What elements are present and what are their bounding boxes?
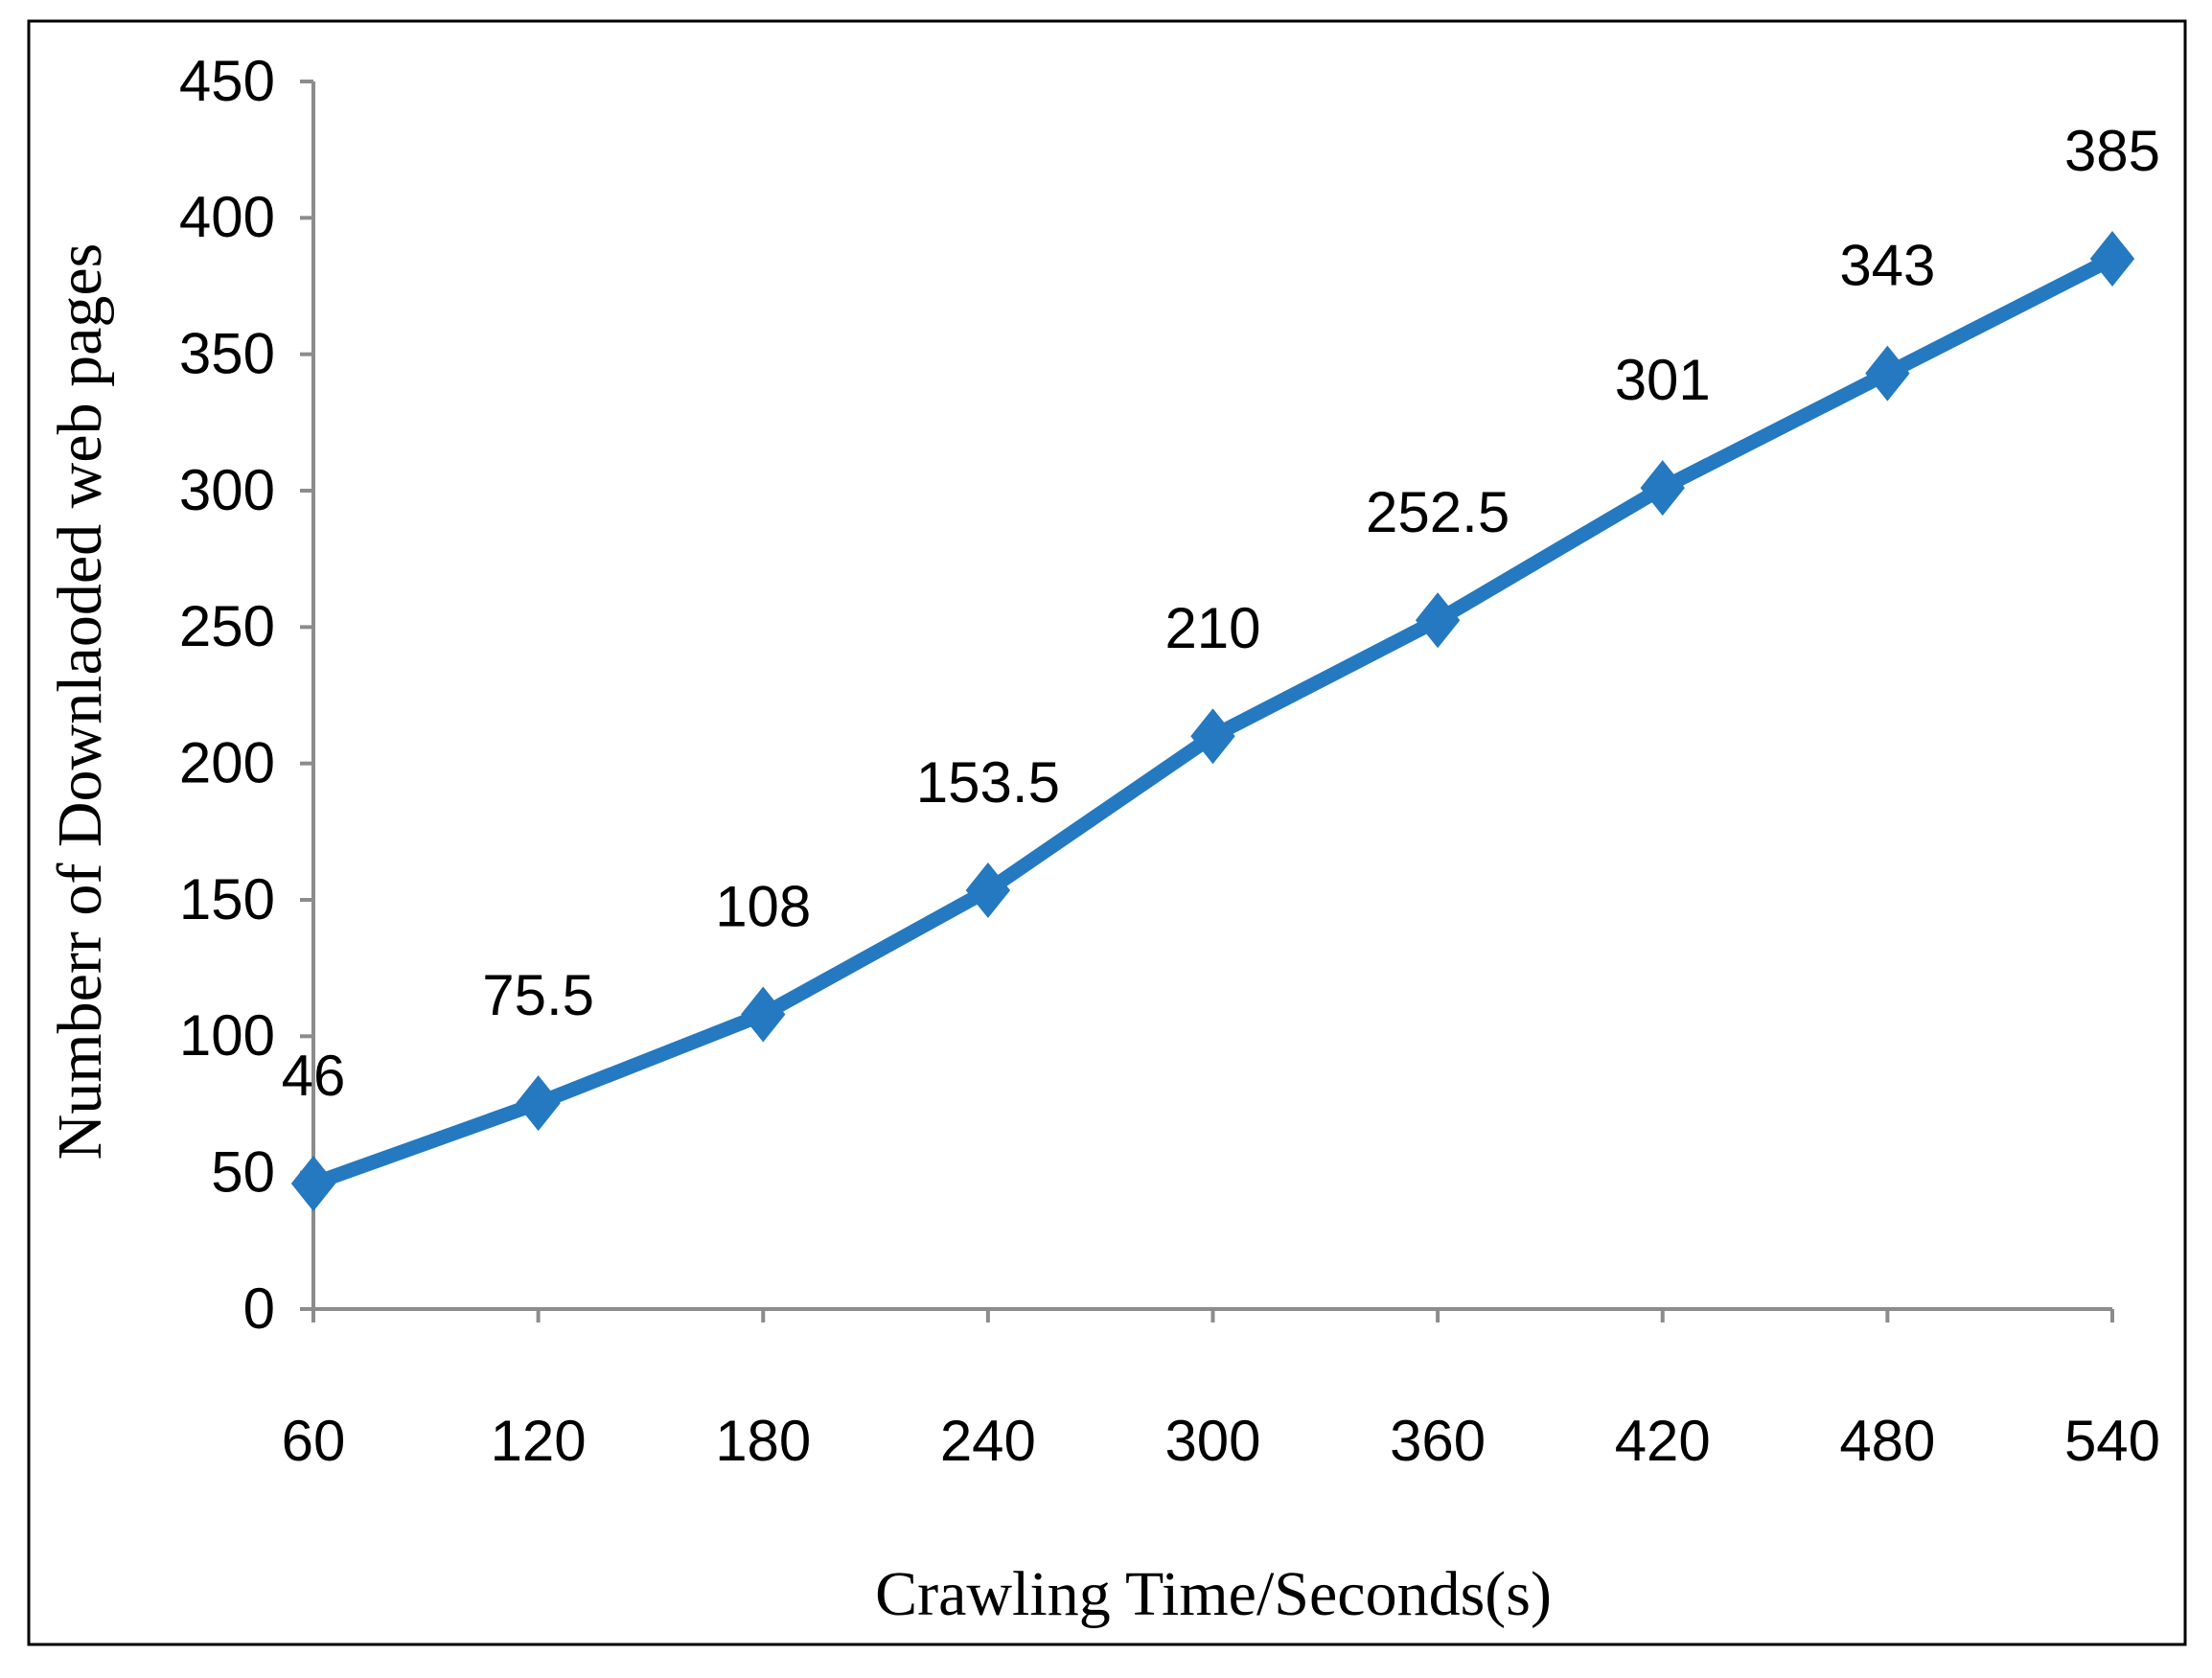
data-label: 343 bbox=[1839, 233, 1935, 297]
data-label: 75.5 bbox=[482, 963, 594, 1027]
x-tick-label: 180 bbox=[715, 1409, 811, 1473]
x-tick-label: 360 bbox=[1390, 1409, 1486, 1473]
x-tick-label: 300 bbox=[1164, 1409, 1260, 1473]
y-tick-label: 350 bbox=[179, 322, 275, 386]
y-tick-label: 250 bbox=[179, 594, 275, 658]
x-tick-label: 540 bbox=[2064, 1409, 2160, 1473]
x-tick-label: 60 bbox=[282, 1409, 346, 1473]
y-tick-label: 450 bbox=[179, 49, 275, 113]
x-tick-label: 420 bbox=[1615, 1409, 1711, 1473]
data-label: 252.5 bbox=[1366, 480, 1509, 544]
y-tick-label: 0 bbox=[243, 1276, 275, 1341]
x-axis-label: Crawling Time/Seconds(s) bbox=[875, 1559, 1552, 1629]
chart-border bbox=[27, 19, 2187, 1646]
data-label: 46 bbox=[282, 1044, 346, 1108]
marker bbox=[1865, 345, 1910, 402]
y-tick-label: 100 bbox=[179, 1003, 275, 1068]
data-label: 210 bbox=[1164, 596, 1260, 660]
data-label: 108 bbox=[715, 874, 811, 938]
y-tick-label: 200 bbox=[179, 731, 275, 795]
marker bbox=[1190, 708, 1235, 765]
data-label: 385 bbox=[2064, 119, 2160, 183]
y-axis-label: Numberr of Downlaoded web pages bbox=[45, 243, 115, 1161]
data-label: 301 bbox=[1615, 348, 1711, 412]
x-tick-label: 120 bbox=[491, 1409, 587, 1473]
marker bbox=[2089, 231, 2135, 287]
x-tick-label: 480 bbox=[1839, 1409, 1935, 1473]
marker bbox=[1415, 592, 1461, 649]
y-tick-label: 300 bbox=[179, 458, 275, 522]
y-tick-label: 150 bbox=[179, 867, 275, 931]
marker bbox=[290, 1156, 336, 1212]
x-tick-label: 240 bbox=[940, 1409, 1036, 1473]
marker bbox=[965, 862, 1011, 919]
y-tick-label: 400 bbox=[179, 185, 275, 249]
y-tick-label: 50 bbox=[211, 1140, 275, 1205]
marker bbox=[741, 986, 786, 1043]
marker bbox=[1640, 460, 1685, 517]
marker bbox=[516, 1075, 561, 1132]
data-label: 153.5 bbox=[916, 750, 1060, 815]
